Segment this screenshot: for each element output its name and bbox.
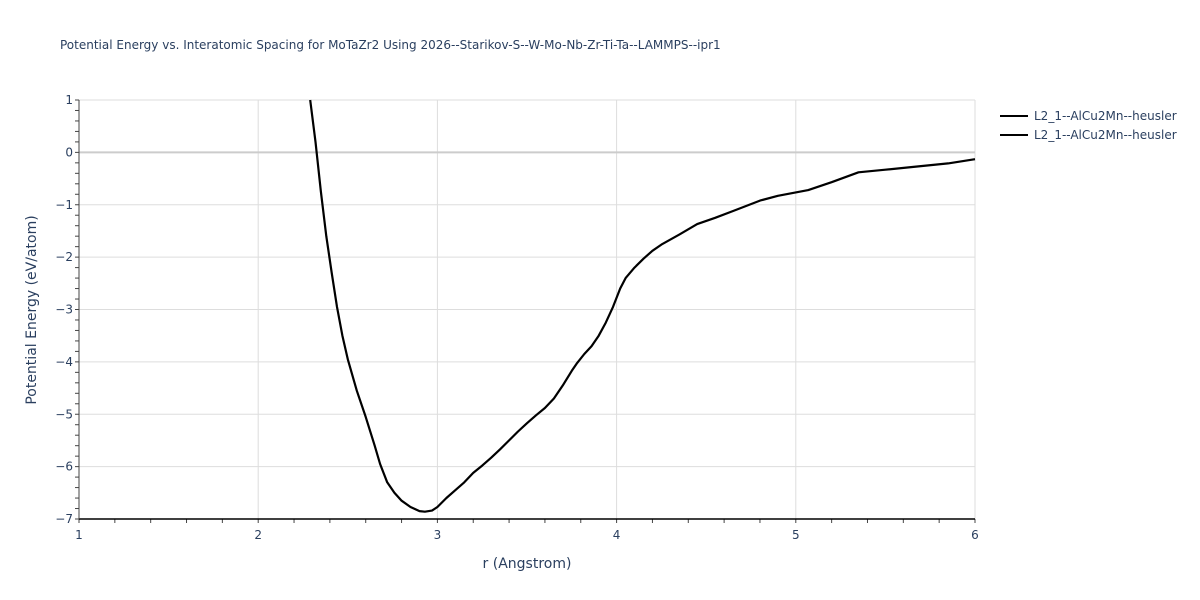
data-series	[309, 99, 976, 513]
grid-lines	[79, 99, 976, 520]
y-tick-label: −2	[55, 250, 73, 264]
y-tick-label: 1	[65, 93, 73, 107]
y-tick-label: 0	[65, 145, 73, 159]
axes: 1 2 3 4 5 6 1 0 −1 −2 −3 −4 −5 −6 −7	[55, 93, 979, 542]
chart-title: Potential Energy vs. Interatomic Spacing…	[60, 38, 721, 52]
x-tick-label: 6	[971, 528, 979, 542]
x-tick-label: 5	[792, 528, 800, 542]
legend-label: L2_1--AlCu2Mn--heusler	[1034, 127, 1177, 142]
y-axis-title: Potential Energy (eV/atom)	[24, 215, 40, 404]
x-axis-title: r (Angstrom)	[483, 556, 572, 572]
legend-item-1[interactable]: L2_1--AlCu2Mn--heusler	[1000, 106, 1177, 125]
legend-label: L2_1--AlCu2Mn--heusler	[1034, 108, 1177, 123]
y-tick-label: −6	[55, 460, 73, 474]
legend-line-icon	[1000, 114, 1028, 117]
legend-line-icon	[1000, 133, 1028, 136]
y-tick-label: −7	[55, 512, 73, 526]
x-tick-label: 2	[254, 528, 262, 542]
y-tick-label: −4	[55, 355, 73, 369]
y-tick-label: −1	[55, 198, 73, 212]
x-tick-label: 1	[75, 528, 83, 542]
energy-curve	[309, 99, 976, 513]
legend-item-2[interactable]: L2_1--AlCu2Mn--heusler	[1000, 125, 1177, 144]
x-tick-label: 4	[613, 528, 621, 542]
x-tick-label: 3	[434, 528, 442, 542]
y-tick-label: −5	[55, 407, 73, 421]
legend: L2_1--AlCu2Mn--heusler L2_1--AlCu2Mn--he…	[1000, 106, 1177, 144]
y-tick-label: −3	[55, 303, 73, 317]
